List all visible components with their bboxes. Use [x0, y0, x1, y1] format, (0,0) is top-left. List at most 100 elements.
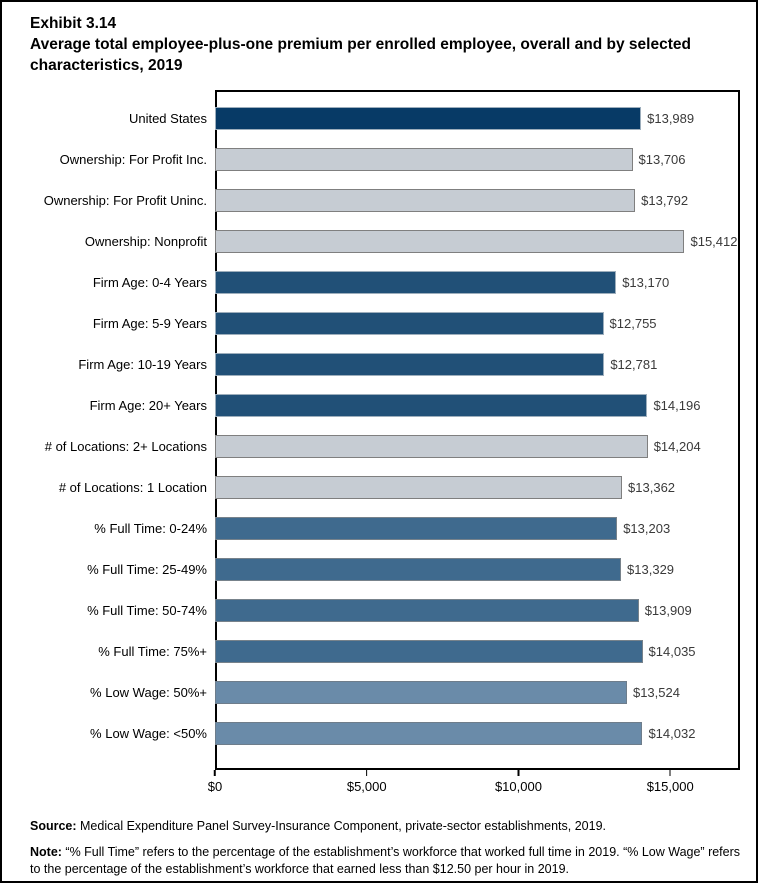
bar-row: % Low Wage: <50% $14,032: [2, 713, 742, 754]
value-label: $13,170: [622, 275, 670, 290]
bar-track: $14,196: [215, 394, 742, 417]
x-axis-tick: $0: [208, 770, 222, 794]
bar-track: $13,909: [215, 599, 742, 622]
tick-label: $15,000: [646, 779, 694, 794]
category-label: Firm Age: 0-4 Years: [92, 275, 207, 290]
page-title: Average total employee-plus-one premium …: [30, 36, 691, 74]
category-label: % Full Time: 75%+: [98, 644, 207, 659]
bar-row: % Low Wage: 50%+ $13,524: [2, 672, 742, 713]
bar-row: % Full Time: 25-49% $13,329: [2, 549, 742, 590]
x-axis-tick: $5,000: [347, 770, 387, 794]
bar-row: Ownership: For Profit Uninc. $13,792: [2, 180, 742, 221]
bar-track: $13,203: [215, 517, 742, 540]
value-label: $12,781: [610, 357, 658, 372]
value-label: $14,035: [648, 644, 696, 659]
category-label: Firm Age: 20+ Years: [89, 398, 207, 413]
value-label: $14,032: [648, 726, 696, 741]
bar-row: % Full Time: 50-74% $13,909: [2, 590, 742, 631]
value-label: $12,755: [609, 316, 657, 331]
bar: [215, 640, 643, 663]
category-label: % Full Time: 50-74%: [87, 603, 207, 618]
bar-track: $14,204: [215, 435, 742, 458]
footer: Source: Medical Expenditure Panel Survey…: [30, 818, 742, 878]
category-label: % Low Wage: 50%+: [90, 685, 207, 700]
bar-track: $13,989: [215, 107, 742, 130]
value-label: $13,706: [638, 152, 686, 167]
bar: [215, 148, 633, 171]
footer-note-label: Note:: [30, 845, 62, 859]
category-label: United States: [128, 111, 207, 126]
bar: [215, 271, 617, 294]
bar: [215, 681, 627, 704]
bar-chart: United States $13,989 Ownership: For Pro…: [2, 90, 742, 794]
value-label: $13,362: [628, 480, 676, 495]
bar: [215, 394, 648, 417]
value-label: $13,329: [627, 562, 675, 577]
tick-label: $10,000: [494, 779, 542, 794]
footer-source: Source: Medical Expenditure Panel Survey…: [30, 818, 742, 835]
category-label: % Full Time: 25-49%: [87, 562, 207, 577]
value-label: $13,909: [644, 603, 692, 618]
value-label: $13,792: [641, 193, 689, 208]
bar-track: $13,362: [215, 476, 742, 499]
bar-row: Ownership: Nonprofit $15,412: [2, 221, 742, 262]
bar: [215, 517, 618, 540]
tick-label: $0: [207, 779, 223, 794]
bar-row: United States $13,989: [2, 98, 742, 139]
bar: [215, 599, 639, 622]
footer-note-text: “% Full Time” refers to the percentage o…: [30, 845, 741, 876]
x-axis-tick: $10,000: [495, 770, 542, 794]
category-label: % Low Wage: <50%: [90, 726, 207, 741]
bar-row: % Full Time: 75%+ $14,035: [2, 631, 742, 672]
value-label: $13,989: [647, 111, 695, 126]
category-label: # of Locations: 1 Location: [58, 480, 207, 495]
bar-row: Firm Age: 10-19 Years $12,781: [2, 344, 742, 385]
tick-mark: [669, 770, 671, 776]
x-axis: $0 $5,000 $10,000 $15,000: [208, 770, 740, 800]
bar-row: Firm Age: 0-4 Years $13,170: [2, 262, 742, 303]
category-label: Ownership: For Profit Uninc.: [43, 193, 207, 208]
value-label: $15,412: [690, 234, 738, 249]
bar: [215, 353, 605, 376]
x-axis-tick: $15,000: [647, 770, 694, 794]
chart-rows: United States $13,989 Ownership: For Pro…: [2, 90, 742, 770]
value-label: $14,196: [653, 398, 701, 413]
category-label: % Full Time: 0-24%: [94, 521, 207, 536]
value-label: $13,524: [632, 685, 680, 700]
exhibit-number: Exhibit 3.14: [30, 15, 117, 32]
footer-source-label: Source:: [30, 819, 77, 833]
category-label: Firm Age: 10-19 Years: [78, 357, 207, 372]
bar: [215, 722, 643, 745]
title-block: Exhibit 3.14 Average total employee-plus…: [30, 13, 745, 76]
bar: [215, 435, 648, 458]
bar-track: $12,755: [215, 312, 742, 335]
bar-track: $14,032: [215, 722, 742, 745]
value-label: $13,203: [623, 521, 671, 536]
bar-row: # of Locations: 2+ Locations $14,204: [2, 426, 742, 467]
bar: [215, 107, 642, 130]
category-label: Ownership: For Profit Inc.: [59, 152, 207, 167]
bar-row: Firm Age: 5-9 Years $12,755: [2, 303, 742, 344]
footer-source-text: Medical Expenditure Panel Survey-Insuran…: [76, 819, 606, 833]
tick-mark: [214, 770, 216, 776]
bar: [215, 189, 636, 212]
tick-label: $5,000: [346, 779, 387, 794]
bar-track: $14,035: [215, 640, 742, 663]
bar-track: $13,524: [215, 681, 742, 704]
bar-row: % Full Time: 0-24% $13,203: [2, 508, 742, 549]
bar-track: $13,706: [215, 148, 742, 171]
value-label: $14,204: [653, 439, 701, 454]
category-label: Firm Age: 5-9 Years: [92, 316, 207, 331]
bar-row: # of Locations: 1 Location $13,362: [2, 467, 742, 508]
bar-track: $13,792: [215, 189, 742, 212]
bar: [215, 476, 623, 499]
bar-row: Firm Age: 20+ Years $14,196: [2, 385, 742, 426]
bar: [215, 312, 604, 335]
bar: [215, 230, 685, 253]
bar-track: $13,170: [215, 271, 742, 294]
category-label: # of Locations: 2+ Locations: [44, 439, 207, 454]
bar-track: $15,412: [215, 230, 742, 253]
category-label: Ownership: Nonprofit: [84, 234, 207, 249]
bar-row: Ownership: For Profit Inc. $13,706: [2, 139, 742, 180]
